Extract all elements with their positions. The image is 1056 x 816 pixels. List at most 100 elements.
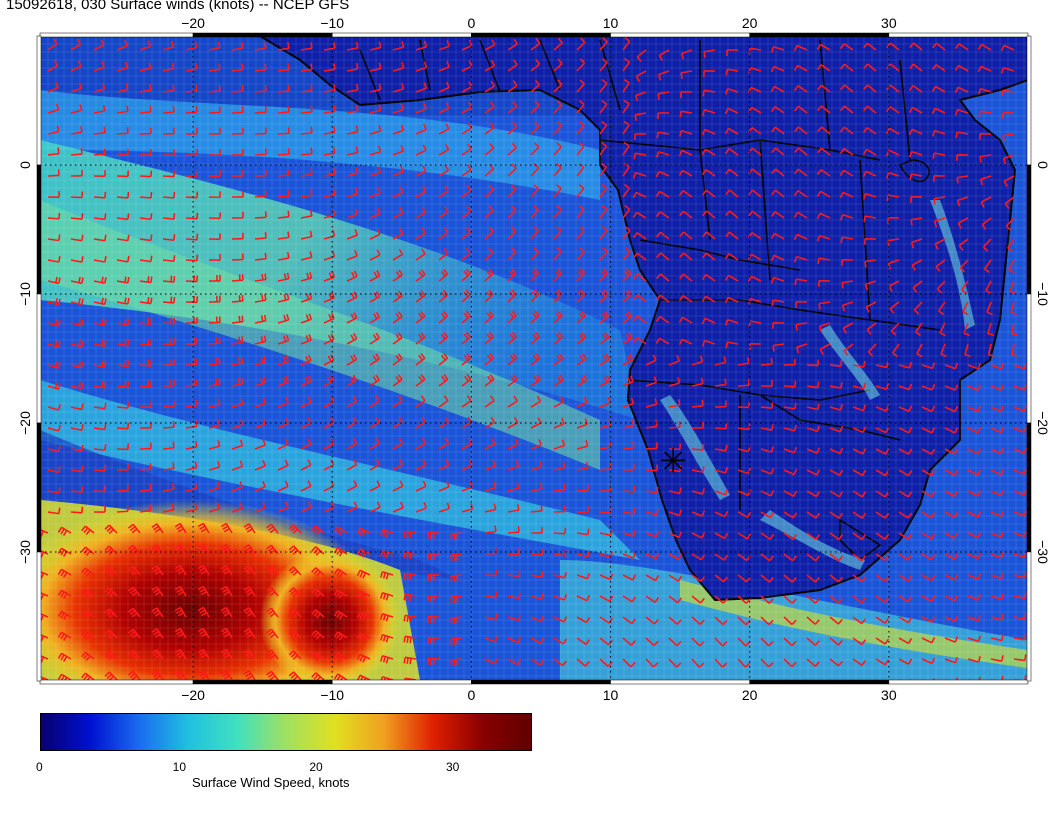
wind-barb [886,42,900,51]
wind-barb [645,552,660,560]
wind-barb [220,648,233,660]
wind-barb [875,490,890,498]
wind-barb [162,275,176,283]
wind-barb [714,466,728,474]
wind-barb [978,110,992,118]
wind-barb [955,131,969,139]
wind-barb [311,651,325,661]
wind-barb [599,99,608,114]
wind-barb [185,440,198,450]
wind-barb [139,127,152,135]
wind-barb [484,289,494,303]
wind-barb [461,247,471,261]
wind-barb [392,207,404,219]
wind-barb [288,524,302,534]
wind-barb [1010,301,1017,316]
wind-barb [1013,468,1028,475]
wind-barb [599,595,614,602]
wind-barb [70,381,84,390]
lon-tick-top: 10 [603,15,619,31]
wind-barb [162,503,175,513]
wind-barb [987,322,994,337]
wind-barb [243,586,256,597]
wind-barb [553,417,565,429]
wind-barb [277,355,290,366]
wind-barb [300,459,312,471]
wind-barb [507,658,522,666]
wind-barb [576,440,589,450]
wind-barb [875,361,889,369]
wind-barb [793,44,808,52]
wind-barb [816,64,831,72]
wind-barb [576,462,589,471]
wind-barb [771,147,785,156]
wind-barb [553,58,563,72]
wind-barb [898,361,912,369]
wind-barb [379,613,394,622]
wind-barb [530,482,543,492]
wind-barb [921,595,936,603]
wind-barb [553,396,565,408]
lon-tick-top: −20 [181,15,205,31]
wind-barb [576,550,590,558]
wind-barb [323,126,336,135]
wind-barb [840,84,854,93]
wind-barb [254,42,267,51]
wind-barb [116,443,129,451]
wind-barb [1013,384,1028,391]
wind-barb [231,42,244,51]
wind-barb [104,524,118,535]
wind-barb [231,127,244,135]
wind-barb [438,206,449,219]
wind-barb [760,402,774,409]
wind-barb [553,37,563,51]
wind-barb [392,332,403,345]
map-axis-bars [36,32,1032,685]
wind-barb [783,637,797,647]
wind-barb [725,168,739,177]
wind-barb [484,658,499,665]
wind-barb [898,448,913,455]
wind-barb [57,610,72,620]
wind-barb [921,657,936,665]
wind-barb [116,191,130,199]
wind-barb [162,441,175,450]
wind-barb [829,595,843,604]
wind-barb [70,169,83,177]
wind-barb [70,82,83,93]
wind-barb [438,185,449,198]
wind-barb [438,459,450,471]
wind-barb [300,271,313,282]
wind-barb [139,255,153,263]
wind-barb [415,437,427,450]
wind-barb [116,463,129,471]
wind-barb [691,466,705,473]
wind-barb [553,571,567,579]
wind-barb [668,421,681,429]
wind-barb [840,126,854,135]
wind-barb [793,64,808,72]
wind-barb [266,586,279,597]
wind-barb [484,374,495,387]
wind-barb [816,190,831,198]
wind-barb [714,658,728,668]
wind-barb [737,357,750,366]
wind-barb [829,426,844,433]
wind-barb [415,353,426,366]
wind-barb [392,501,404,513]
wind-barb [852,574,867,583]
wind-barb [714,488,729,496]
wind-barb [806,447,821,454]
wind-barb [93,444,107,451]
wind-barb [645,398,658,408]
wind-barb [450,637,463,646]
wind-barb [990,362,1005,370]
wind-barb [599,162,608,177]
wind-barb [392,124,405,135]
wind-barb [93,170,106,177]
wind-barb [243,649,256,660]
wind-barb [162,421,175,429]
wind-barb [392,269,403,282]
wind-barb [507,310,517,324]
wind-barb [392,353,403,366]
